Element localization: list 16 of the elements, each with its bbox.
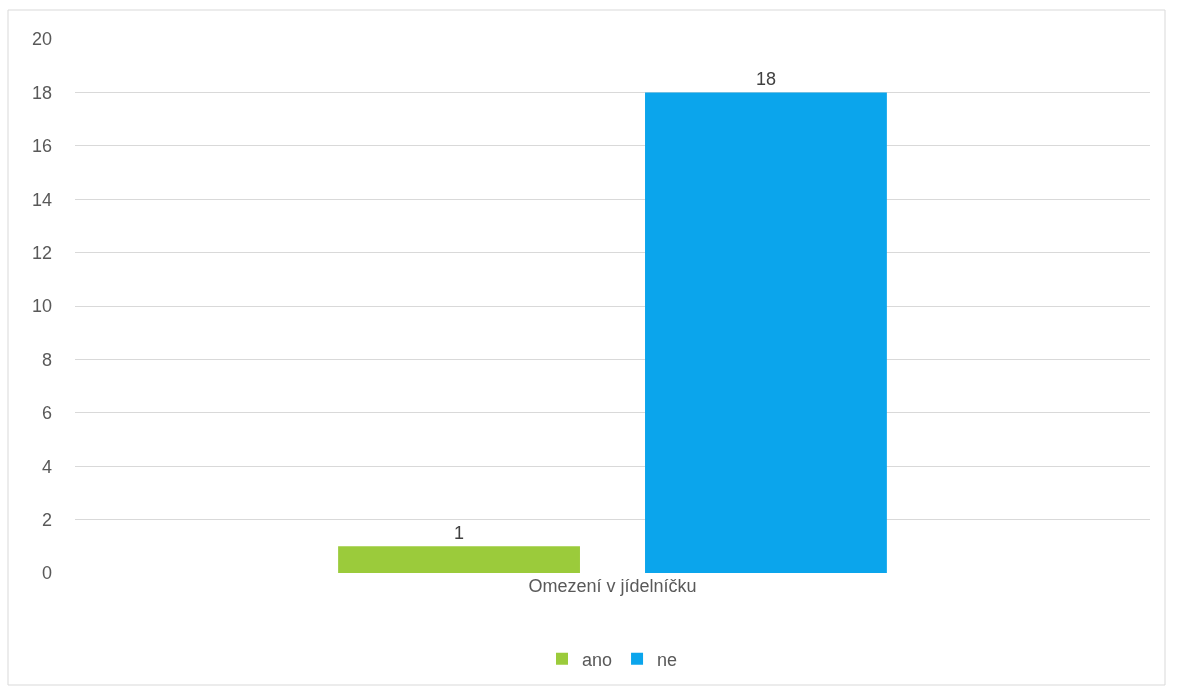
y-tick-label: 6 bbox=[41, 403, 52, 424]
data-label: 18 bbox=[755, 69, 776, 90]
y-tick-label: 8 bbox=[41, 349, 52, 370]
y-tick-label: 0 bbox=[41, 563, 52, 584]
y-tick-label: 2 bbox=[41, 509, 52, 530]
legend-label: ano bbox=[582, 649, 613, 670]
y-tick-label: 16 bbox=[31, 136, 52, 157]
y-tick-label: 12 bbox=[31, 242, 52, 263]
legend-label: ne bbox=[657, 649, 678, 670]
data-label: 1 bbox=[454, 523, 465, 544]
y-tick-label: 20 bbox=[31, 29, 52, 50]
y-tick-label: 10 bbox=[31, 296, 52, 317]
y-tick-label: 18 bbox=[31, 82, 52, 103]
x-tick-label: Omezení v jídelníčku bbox=[528, 576, 697, 596]
y-tick-label: 14 bbox=[31, 189, 52, 210]
y-tick-label: 4 bbox=[41, 456, 52, 477]
